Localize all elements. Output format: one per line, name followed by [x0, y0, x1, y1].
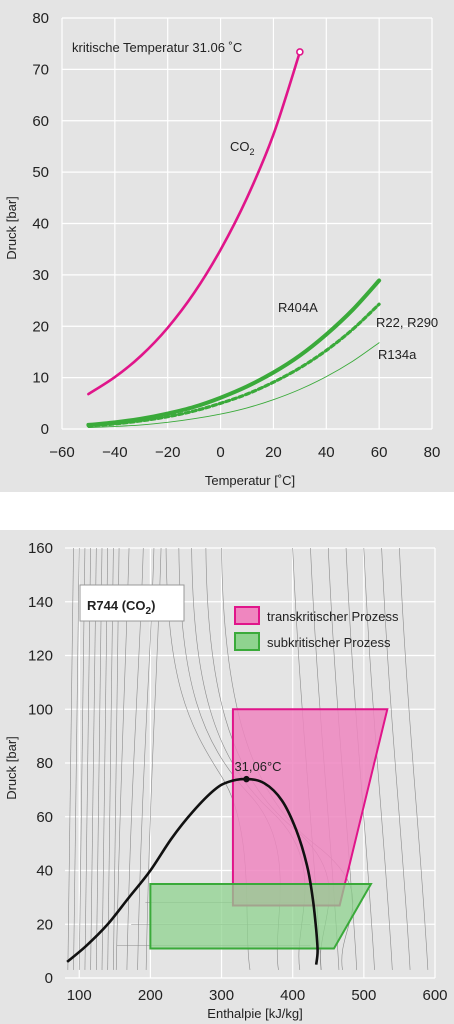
- isotherm-line: [363, 547, 393, 970]
- x-tick-label: 500: [351, 987, 376, 1004]
- y-tick-label: 40: [32, 216, 49, 233]
- critical-point-marker: [296, 48, 304, 56]
- series-label-r22-r290: R22, R290: [376, 315, 438, 330]
- x-tick-label: 300: [209, 987, 234, 1004]
- series-label-co2: CO2: [230, 139, 255, 157]
- y-tick-label: 30: [32, 267, 49, 284]
- critical-point-marker: [243, 775, 250, 783]
- y-tick-label: 100: [28, 701, 53, 718]
- series-label-r134a: R134a: [378, 347, 417, 362]
- y-axis-label: Druck [bar]: [4, 736, 19, 800]
- x-tick-label: 0: [216, 444, 224, 461]
- legend-label: transkritischer Prozess: [267, 609, 399, 624]
- series-label-r404a: R404A: [278, 300, 318, 315]
- x-tick-label: 40: [318, 444, 335, 461]
- pressure-temperature-chart: −60 −40 −20 0 20 40 60 80 0 10 20 30 40 50 60 70 80 Tempe…: [0, 0, 454, 492]
- legend-swatch: [234, 632, 260, 651]
- x-tick-label: 200: [138, 987, 163, 1004]
- x-tick-label: −20: [155, 444, 180, 461]
- y-tick-label: 160: [28, 540, 53, 557]
- y-tick-label: 60: [32, 113, 49, 130]
- y-tick-label: 80: [36, 755, 53, 772]
- y-tick-label: 60: [36, 809, 53, 826]
- isotherm-line: [381, 547, 411, 970]
- pressure-temperature-plot: −60 −40 −20 0 20 40 60 80 0 10 20 30 40 50 60 70 80 Tempe…: [4, 10, 441, 488]
- isotherm-line: [67, 547, 74, 970]
- saturation-curve: [66, 777, 319, 965]
- x-tick-label: 600: [422, 987, 447, 1004]
- series-line-r404a: [86, 278, 382, 427]
- critical-temperature-annotation: kritische Temperatur 31.06 ˚C: [72, 40, 242, 55]
- y-tick-label: 0: [41, 421, 49, 438]
- y-tick-label: 50: [32, 164, 49, 181]
- x-axis-label: Temperatur [˚C]: [205, 473, 295, 488]
- isotherm-line: [73, 547, 80, 970]
- y-tick-label: 0: [45, 970, 53, 987]
- y-tick-label: 80: [32, 10, 49, 27]
- y-axis-label: Druck [bar]: [4, 196, 19, 260]
- y-tick-label: 140: [28, 594, 53, 611]
- y-tick-label: 40: [36, 863, 53, 880]
- y-tick-label: 20: [36, 916, 53, 933]
- critical-point-label: 31,06°C: [234, 759, 281, 774]
- x-tick-label: 80: [424, 444, 441, 461]
- x-tick-label: 20: [265, 444, 282, 461]
- series-line-r22-r290: [86, 302, 381, 428]
- pressure-enthalpy-plot: 100 200 300 400 500 600 0 20 40 60 80 100 120 140 160 3…: [4, 540, 448, 1021]
- legend-swatch: [234, 606, 260, 625]
- chart-title-box: [79, 584, 185, 622]
- x-axis-label: Enthalpie [kJ/kg]: [207, 1006, 302, 1021]
- series-line-co2: [87, 50, 302, 396]
- subcritical-process-region: [149, 882, 373, 950]
- y-tick-label: 70: [32, 61, 49, 78]
- chart-title: R744 (CO2): [87, 598, 155, 617]
- series-line-r134a: [87, 342, 380, 428]
- x-tick-label: 60: [371, 444, 388, 461]
- isotherm-line: [399, 547, 429, 970]
- y-tick-label: 10: [32, 370, 49, 387]
- y-tick-label: 120: [28, 648, 53, 665]
- y-tick-label: 20: [32, 318, 49, 335]
- x-tick-label: 400: [280, 987, 305, 1004]
- pressure-enthalpy-chart: 100 200 300 400 500 600 0 20 40 60 80 100 120 140 160 3…: [0, 530, 454, 1024]
- x-tick-label: 100: [67, 987, 92, 1004]
- legend-label: subkritischer Prozess: [267, 635, 391, 650]
- x-tick-label: −40: [102, 444, 127, 461]
- x-tick-label: −60: [49, 444, 74, 461]
